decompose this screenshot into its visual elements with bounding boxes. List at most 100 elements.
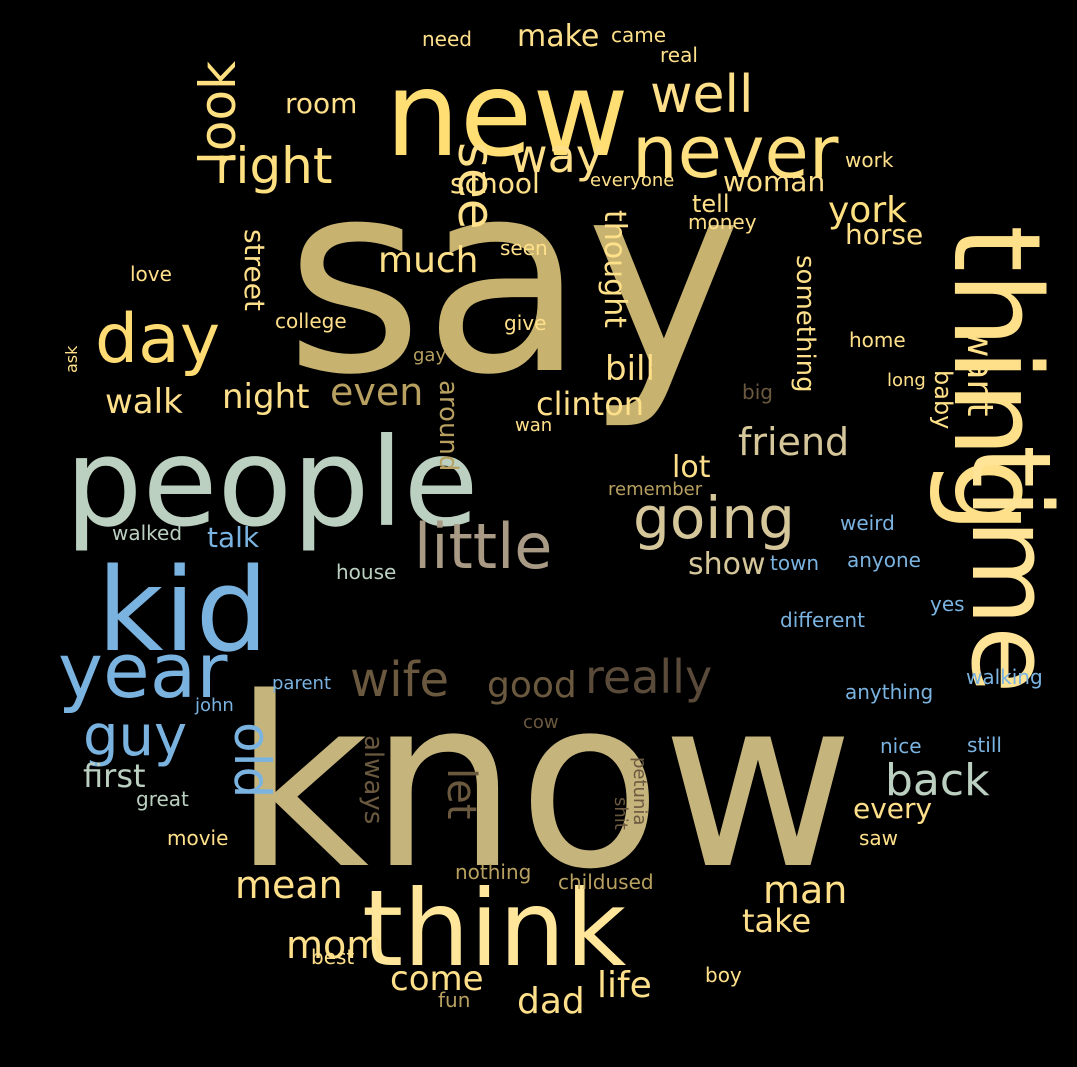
word-guy: guy xyxy=(83,704,187,769)
word-baby: baby xyxy=(929,370,957,429)
word-woman: woman xyxy=(723,165,825,198)
word-ask: ask xyxy=(62,345,81,373)
word-show: show xyxy=(688,547,766,582)
word-walked: walked xyxy=(112,521,182,545)
word-first: first xyxy=(83,757,146,795)
word-movie: movie xyxy=(167,826,228,850)
word-house: house xyxy=(336,560,396,584)
word-good: good xyxy=(487,665,577,706)
word-money: money xyxy=(688,210,757,234)
word-much: much xyxy=(378,240,479,281)
word-around: around xyxy=(433,380,463,471)
word-parent: parent xyxy=(272,673,331,694)
word-clinton: clinton xyxy=(536,385,644,423)
word-make: make xyxy=(517,19,599,54)
word-way: way xyxy=(510,129,603,183)
word-talk: talk xyxy=(207,521,260,554)
word-look: look xyxy=(189,61,247,165)
word-come: come xyxy=(390,959,484,999)
word-thing: thing xyxy=(926,225,1065,534)
word-cow: cow xyxy=(523,712,559,733)
word-mom: mom xyxy=(286,923,383,967)
word-well: well xyxy=(650,65,753,125)
word-even: even xyxy=(330,370,423,414)
word-kid: kid xyxy=(97,544,269,678)
word-day: day xyxy=(95,300,220,379)
word-friend: friend xyxy=(738,420,849,464)
word-seen: seen xyxy=(500,236,548,260)
word-tell: tell xyxy=(692,190,730,218)
word-walk: walk xyxy=(105,382,183,422)
word-home: home xyxy=(849,328,906,352)
word-never: never xyxy=(632,110,839,194)
word-wife: wife xyxy=(350,652,449,708)
word-school: school xyxy=(450,167,540,200)
word-need: need xyxy=(422,27,472,51)
word-everyone: everyone xyxy=(590,170,674,191)
word-weird: weird xyxy=(840,511,895,535)
word-give: give xyxy=(504,311,546,335)
word-boy: boy xyxy=(705,963,742,987)
word-different: different xyxy=(780,608,865,632)
word-childused: childused xyxy=(558,870,654,894)
word-love: love xyxy=(130,262,172,286)
word-let: let xyxy=(438,768,484,819)
word-petunia: petunia xyxy=(629,757,650,825)
word-time: time xyxy=(947,445,1075,694)
word-think: think xyxy=(362,868,626,990)
word-back: back xyxy=(885,755,990,806)
word-little: little xyxy=(414,510,552,583)
word-mean: mean xyxy=(235,863,343,907)
word-john: john xyxy=(194,695,234,716)
word-nice: nice xyxy=(880,734,922,758)
word-still: still xyxy=(967,733,1002,757)
word-saw: saw xyxy=(859,826,898,850)
word-dad: dad xyxy=(517,981,585,1022)
word-college: college xyxy=(275,309,347,333)
word-thought: thought xyxy=(597,210,632,328)
word-something: something xyxy=(790,255,820,393)
word-lot: lot xyxy=(672,450,711,485)
word-see: see xyxy=(447,142,505,230)
word-night: night xyxy=(222,377,309,417)
word-great: great xyxy=(136,787,189,811)
word-fun: fun xyxy=(438,988,470,1012)
word-know: know xyxy=(233,648,854,921)
word-gay: gay xyxy=(413,345,446,366)
word-people: people xyxy=(65,412,479,554)
word-came: came xyxy=(611,23,666,47)
word-shit: shit xyxy=(610,797,631,830)
word-anyone: anyone xyxy=(847,548,921,572)
word-street: street xyxy=(238,229,271,311)
word-every: every xyxy=(853,792,932,825)
word-bill: bill xyxy=(605,349,655,389)
word-room: room xyxy=(285,87,357,120)
word-old: old xyxy=(223,722,281,798)
word-say: say xyxy=(285,125,742,433)
word-remember: remember xyxy=(608,479,703,500)
word-town: town xyxy=(770,551,819,575)
word-work: work xyxy=(845,148,894,172)
word-life: life xyxy=(597,965,652,1006)
word-anything: anything xyxy=(845,680,933,704)
word-want: want xyxy=(959,328,1000,416)
word-always: always xyxy=(358,735,388,824)
word-best: best xyxy=(311,945,354,969)
word-nothing: nothing xyxy=(455,860,531,884)
word-walking: walking xyxy=(966,665,1043,689)
word-wan: wan xyxy=(515,415,552,436)
word-going: going xyxy=(633,484,795,552)
word-man: man xyxy=(763,868,847,912)
word-take: take xyxy=(742,902,811,940)
word-new: new xyxy=(385,45,629,183)
word-big: big xyxy=(742,380,773,404)
word-long: long xyxy=(887,370,926,391)
word-york: york xyxy=(828,190,907,231)
word-year: year xyxy=(58,626,228,715)
word-horse: horse xyxy=(845,218,923,251)
word-yes: yes xyxy=(930,592,965,616)
